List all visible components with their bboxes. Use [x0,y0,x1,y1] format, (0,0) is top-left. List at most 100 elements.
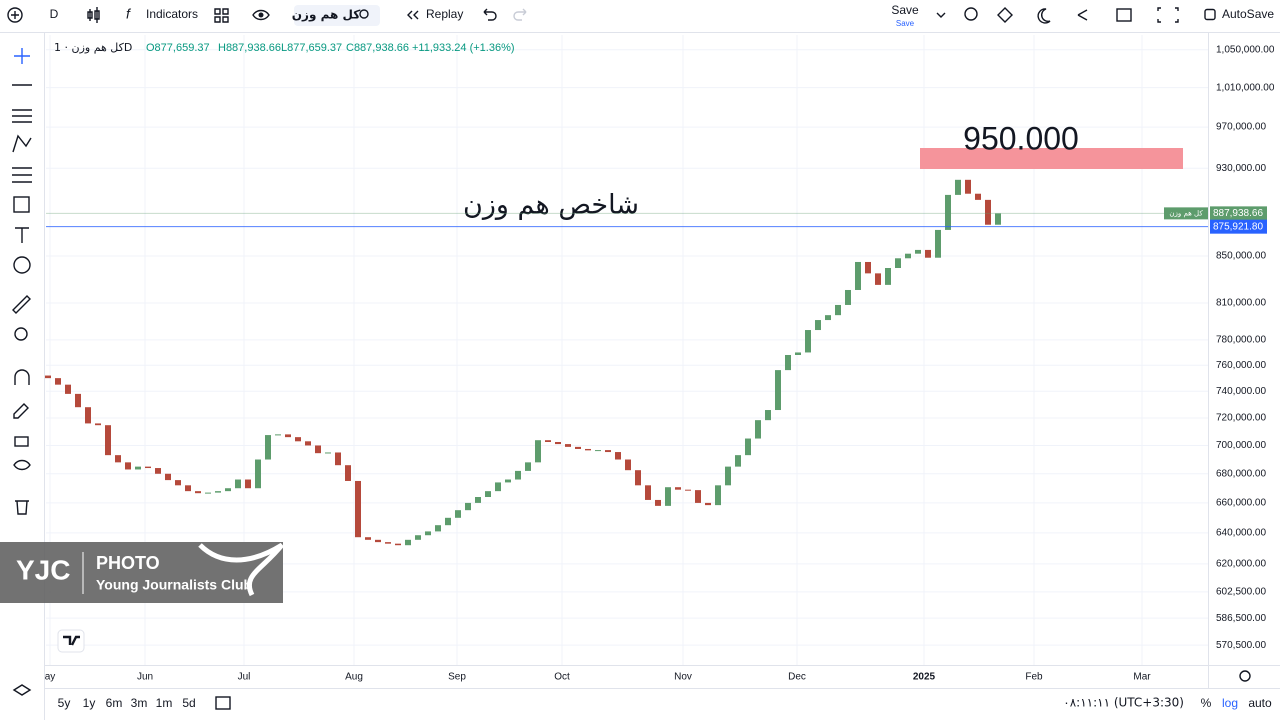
theme-icon[interactable] [1037,8,1051,24]
candle [175,480,181,486]
candle [395,543,401,546]
ruler-tool[interactable] [12,295,31,314]
range-button[interactable]: 6m [106,696,123,710]
drawing-tools [12,48,32,696]
layers-tool[interactable] [12,684,32,696]
y-tick-label: 640,000.00 [1216,528,1266,539]
forecast-tool[interactable] [12,167,32,183]
interval-button[interactable]: D [50,7,59,21]
candle [315,445,321,454]
axis-settings[interactable] [1239,670,1251,682]
snapshot-icon[interactable] [1116,8,1132,22]
undo-icon[interactable] [483,8,497,21]
shape-tool[interactable] [13,196,30,213]
search-icon [359,9,369,19]
candle [405,539,411,546]
draw-mode-tool[interactable] [13,403,29,419]
watermark-box [0,542,283,603]
text-tool[interactable] [15,227,29,243]
candle [895,258,901,269]
watermark-brand: YJC [16,554,70,585]
range-button[interactable]: 1y [83,696,96,710]
save-button[interactable]: Save [891,3,919,17]
candle [335,452,341,466]
y-tick-label: 970,000.00 [1216,122,1266,133]
autosave-label[interactable]: AutoSave [1222,7,1274,21]
templates-icon[interactable] [214,8,229,23]
target-annotation: 950.000 [963,120,1079,156]
log-toggle[interactable]: log [1222,696,1238,710]
candle [595,450,601,452]
candle [675,487,681,490]
candle [835,304,841,316]
settings-icon[interactable] [997,7,1013,23]
candle [55,378,61,385]
price-name: کل هم وزن [1169,209,1203,217]
candle [715,485,721,506]
candle [645,485,651,500]
candle [125,462,131,470]
grid [46,35,1208,665]
fx-icon: f [126,6,132,22]
candle [455,510,461,518]
cross-tool[interactable] [14,48,30,64]
candle [245,479,251,489]
candle [725,466,731,486]
add-icon[interactable] [7,7,23,23]
zoom-tool[interactable] [14,327,28,341]
symbol-button[interactable]: کل هم وزن [292,8,360,23]
candle [285,434,291,438]
eye-icon[interactable] [252,9,270,21]
visibility-tool[interactable] [13,459,31,471]
legend-low: L877,659.37 [281,42,342,54]
candle [585,448,591,451]
candle [575,446,581,449]
x-tick-label: Nov [674,672,692,683]
candle [975,193,981,200]
caption-annotation: شاخص هم وزن [463,190,639,221]
percent-toggle[interactable]: % [1201,696,1212,710]
lock-tool[interactable] [14,436,29,447]
candle [705,502,711,506]
top-toolbar [0,0,1280,32]
candle [435,525,441,532]
target-zone [920,148,1183,169]
candle [165,473,171,481]
emoji-tool[interactable] [13,256,31,274]
range-button[interactable]: 3m [131,696,148,710]
x-tick-label: Jul [238,672,251,683]
watermark-logo [198,542,284,597]
range-button[interactable]: 1m [156,696,173,710]
candle [135,466,141,470]
candle [345,465,351,481]
pattern-tool[interactable] [12,134,32,153]
candle [495,482,501,492]
y-tick-label: 620,000.00 [1216,559,1266,570]
price-label: 875,921.80 [1213,221,1263,232]
fib-tool[interactable] [12,109,32,123]
candle-icon[interactable] [87,7,100,23]
candle [255,459,261,489]
autosave-checkbox[interactable] [1204,8,1216,21]
indicators-button[interactable]: Indicators [146,7,198,21]
trash-tool[interactable] [15,500,29,515]
range-button[interactable]: 5y [58,696,71,710]
goto-date-icon[interactable] [215,696,231,710]
x-tick-label: Oct [554,672,570,683]
candle [925,249,931,258]
save-dropdown[interactable] [936,12,946,18]
candle [845,289,851,305]
replay-icon[interactable] [407,10,419,20]
y-tick-label: 570,500.00 [1216,640,1266,651]
price-label-box [1210,206,1267,221]
candle [425,531,431,536]
range-button[interactable]: 5d [182,696,195,710]
symbol-box[interactable] [294,5,380,26]
redo-icon [513,8,527,21]
fullscreen-icon[interactable] [1157,7,1179,23]
share-icon[interactable] [1077,9,1088,21]
magnet-tool[interactable] [14,369,30,385]
alert-icon[interactable] [964,7,978,21]
replay-button[interactable]: Replay [426,7,463,21]
auto-toggle[interactable]: auto [1248,696,1272,710]
